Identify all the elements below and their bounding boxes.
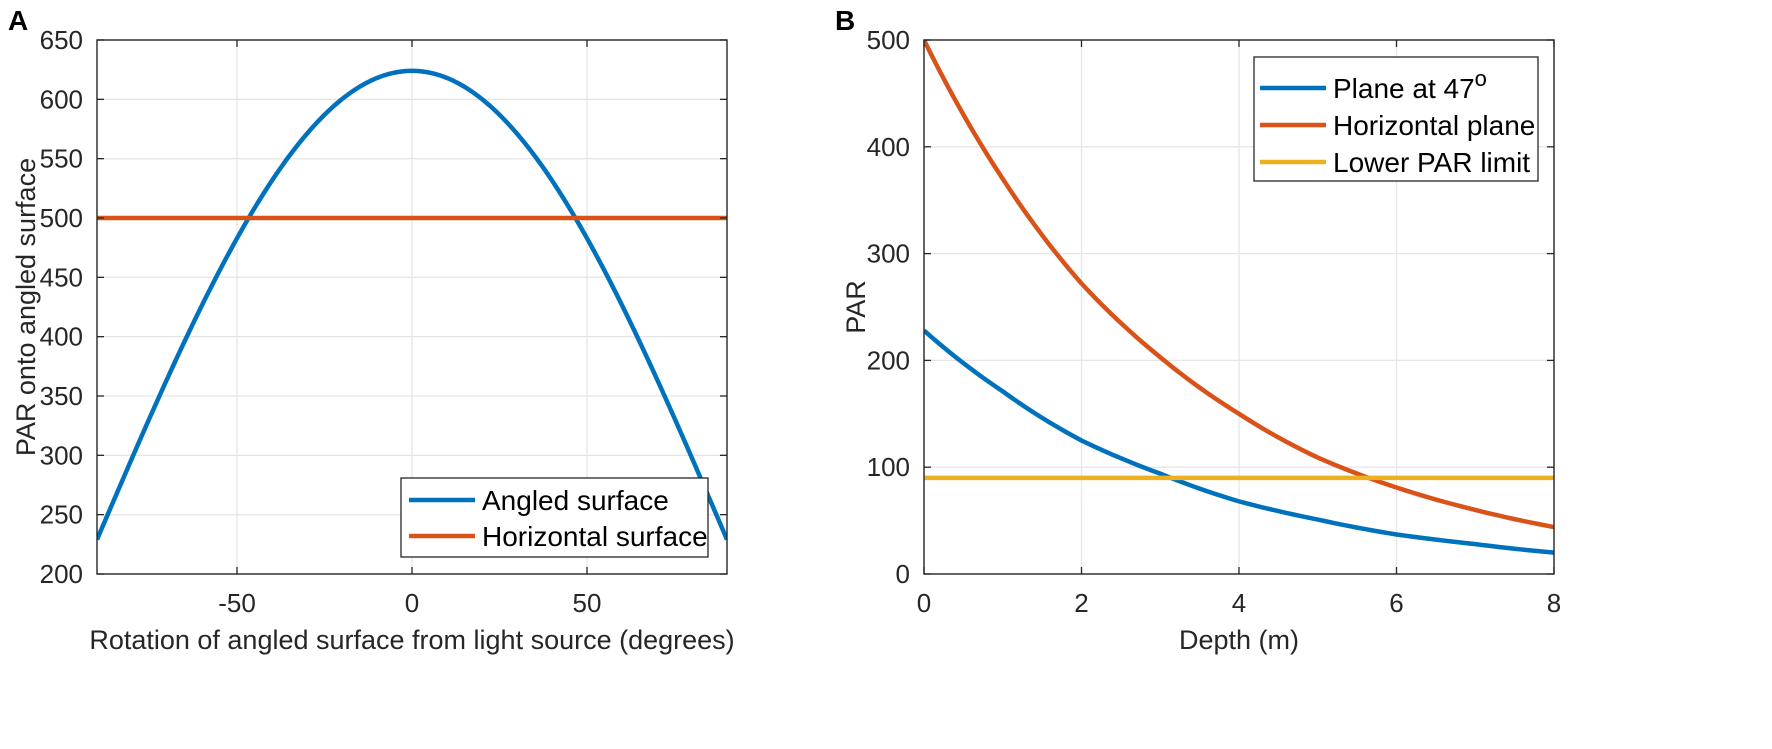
y-axis-label: PAR bbox=[841, 280, 871, 334]
y-tick-label: 0 bbox=[896, 559, 910, 589]
legend-box bbox=[400, 477, 709, 558]
panel-label: A bbox=[8, 5, 28, 36]
y-tick-label: 600 bbox=[40, 84, 83, 114]
x-tick-label: 0 bbox=[405, 588, 419, 618]
x-tick-label: 2 bbox=[1074, 588, 1088, 618]
y-tick-label: 300 bbox=[40, 440, 83, 470]
x-tick-label: 0 bbox=[917, 588, 931, 618]
x-tick-label: 8 bbox=[1547, 588, 1561, 618]
x-tick-label: -50 bbox=[218, 588, 256, 618]
legend-label: Horizontal surface bbox=[482, 521, 708, 552]
y-tick-label: 200 bbox=[40, 559, 83, 589]
y-tick-label: 650 bbox=[40, 25, 83, 55]
panel-label: B bbox=[835, 5, 855, 36]
legend: Angled surface Horizontal surface bbox=[400, 477, 709, 558]
series-line-horizontal-plane bbox=[924, 40, 1554, 530]
x-tick-label: 6 bbox=[1389, 588, 1403, 618]
legend-label: Angled surface bbox=[482, 485, 669, 516]
y-tick-label: 350 bbox=[40, 381, 83, 411]
legend: Plane at 47o Horizontal plane Lower PAR li… bbox=[1253, 56, 1539, 182]
chart-b: 0 2 4 6 8 0 100 200 300 400 500 Depth (m) PAR B Plane … bbox=[835, 5, 1561, 655]
y-tick-label: 200 bbox=[867, 345, 910, 375]
x-axis-label: Depth (m) bbox=[1179, 625, 1299, 655]
x-tick-label: 50 bbox=[573, 588, 602, 618]
y-tick-label: 500 bbox=[40, 203, 83, 233]
x-tick-label: 4 bbox=[1232, 588, 1246, 618]
y-tick-label: 100 bbox=[867, 452, 910, 482]
y-tick-label: 450 bbox=[40, 262, 83, 292]
legend-label-superscript: o bbox=[1475, 66, 1487, 91]
legend-label: Plane at 47o bbox=[1333, 66, 1487, 104]
y-tick-label: 250 bbox=[40, 500, 83, 530]
series-line-angled-surface bbox=[97, 68, 727, 541]
legend-label: Horizontal plane bbox=[1333, 110, 1535, 141]
y-tick-label: 550 bbox=[40, 144, 83, 174]
y-tick-label: 500 bbox=[867, 25, 910, 55]
y-tick-label: 400 bbox=[40, 322, 83, 352]
y-tick-label: 300 bbox=[867, 239, 910, 269]
series-line-plane-at-47 bbox=[924, 328, 1554, 555]
y-tick-label: 400 bbox=[867, 132, 910, 162]
y-axis-label: PAR onto angled surface bbox=[11, 158, 41, 456]
chart-a: -50 0 50 200 250 300 350 400 450 500 550 600 650 Rota… bbox=[8, 5, 735, 655]
legend-label: Lower PAR limit bbox=[1333, 147, 1530, 178]
x-axis-label: Rotation of angled surface from light so… bbox=[89, 625, 734, 655]
